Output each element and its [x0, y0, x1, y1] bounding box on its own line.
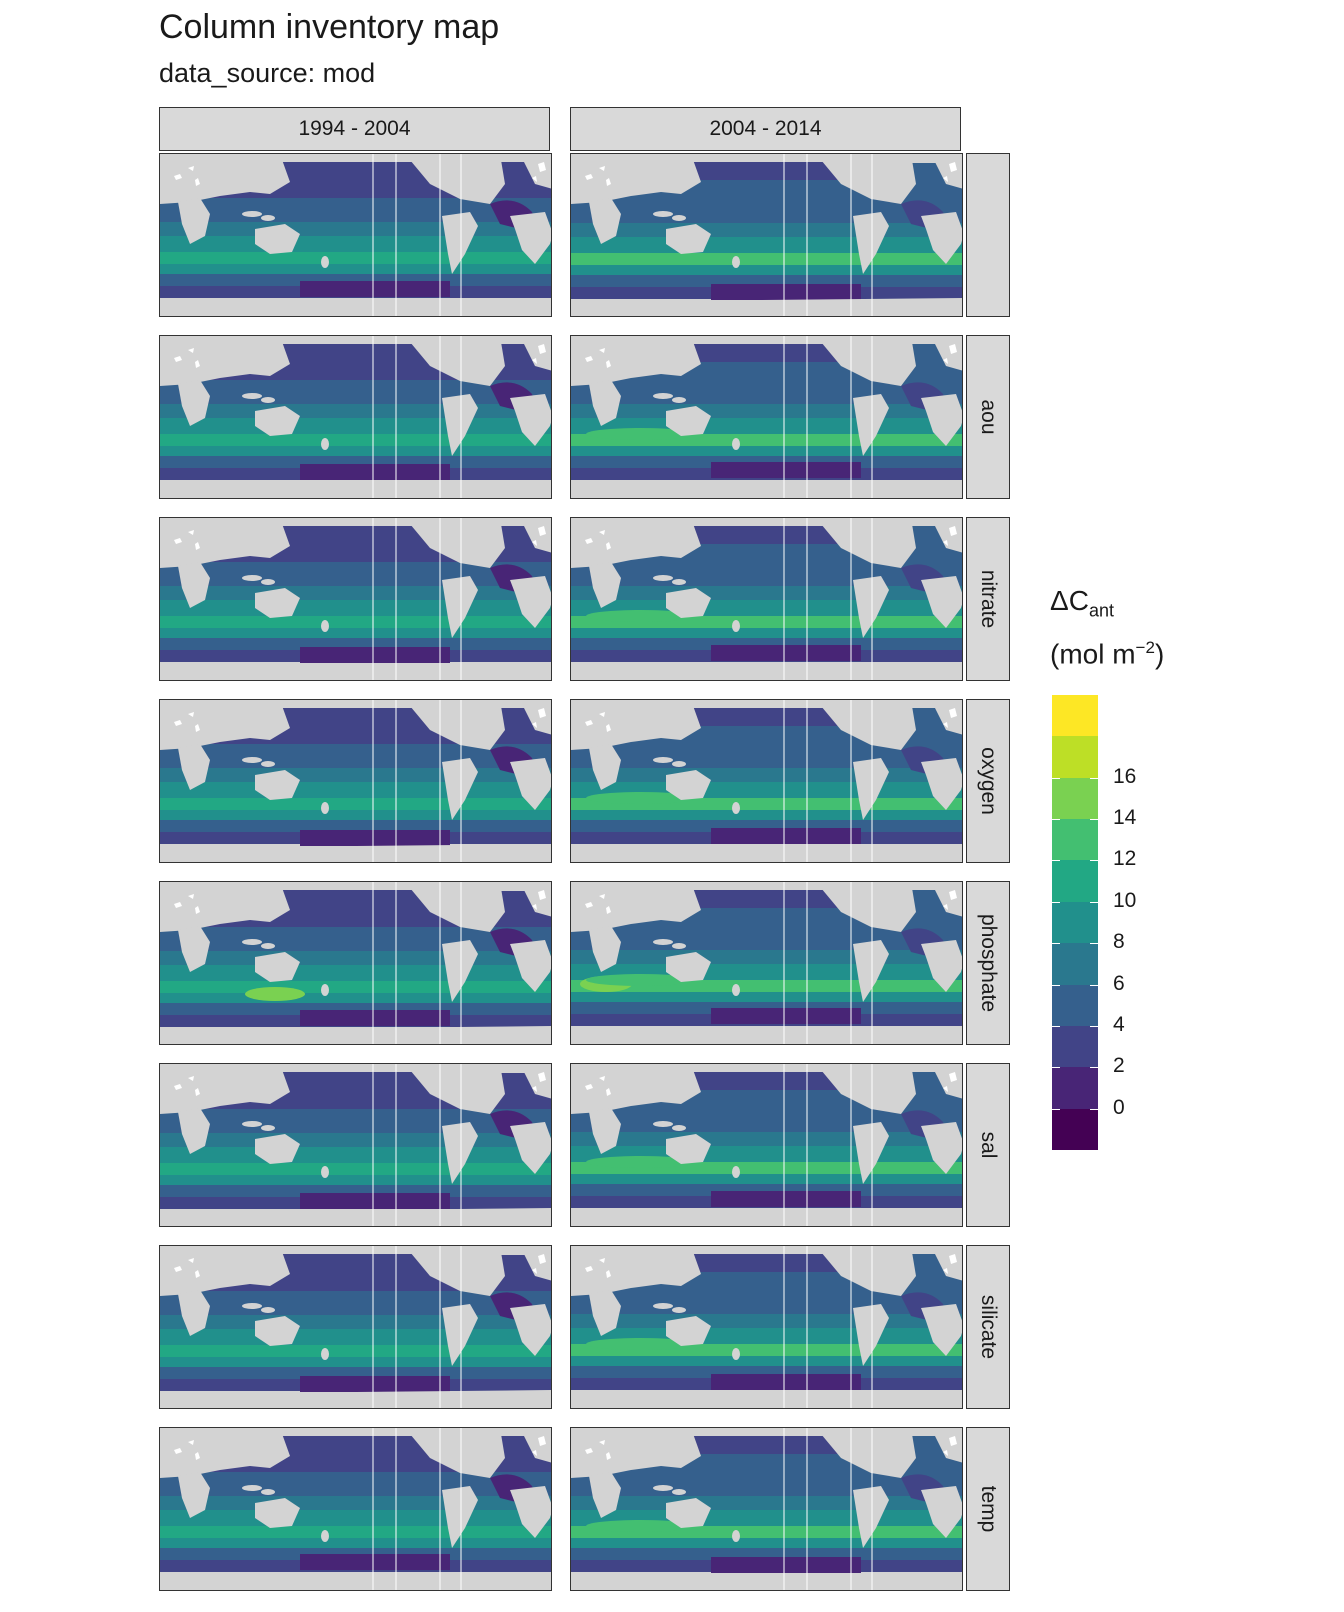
map-panel-nitrate-1994-2004: [159, 517, 552, 681]
colorbar-tick-label: 4: [1113, 1012, 1125, 1036]
colorbar-tick-mark: [1052, 860, 1060, 862]
map-panel-phosphate-1994-2004: [159, 881, 552, 1045]
colorbar-tick-mark: [1090, 777, 1098, 779]
row-strip-blank: [966, 153, 1010, 317]
row-strip-label: aou: [977, 399, 1000, 435]
row-strip-temp: temp: [966, 1427, 1010, 1591]
colorbar-tick-label: 2: [1113, 1054, 1125, 1078]
map-panel-aou-2004-2014: [570, 335, 963, 499]
map-panel-temp-2004-2014: [570, 1427, 963, 1591]
map-panel-oxygen-2004-2014: [570, 699, 963, 863]
row-strip-phosphate: phosphate: [966, 881, 1010, 1045]
colorbar-step: [1052, 777, 1098, 820]
colorbar-tick-label: 14: [1113, 806, 1137, 830]
colorbar-tick-label: 10: [1113, 888, 1137, 912]
map-panel-silicate-2004-2014: [570, 1245, 963, 1409]
row-strip-oxygen: oxygen: [966, 699, 1010, 863]
colorbar-step: [1052, 984, 1098, 1026]
row-strip-nitrate: nitrate: [966, 517, 1010, 681]
row-strip-label: temp: [977, 1485, 1000, 1533]
chart-subtitle: data_source: mod: [159, 58, 376, 88]
colorbar-tick-mark: [1090, 1108, 1098, 1110]
colorbar-tick-mark: [1052, 777, 1060, 779]
row-strip-label: sal: [977, 1131, 1000, 1159]
legend-unit: (mol m−2): [1050, 638, 1165, 670]
colorbar-step: [1052, 695, 1098, 737]
colorbar-tick-mark: [1090, 1025, 1098, 1027]
colorbar-tick-label: 12: [1113, 847, 1137, 871]
row-strip-label: phosphate: [977, 913, 1000, 1013]
colorbar-tick-mark: [1090, 819, 1098, 821]
map-panel-temp-1994-2004: [159, 1427, 552, 1591]
row-strip-label: nitrate: [977, 569, 1000, 629]
map-panel-oxygen-1994-2004: [159, 699, 552, 863]
colorbar-step: [1052, 1067, 1098, 1109]
map-panel-phosphate-2004-2014: [570, 881, 963, 1045]
colorbar-tick-mark: [1090, 943, 1098, 945]
chart-title: Column inventory map: [159, 8, 500, 46]
colorbar-step: [1052, 736, 1098, 778]
colorbar-tick-mark: [1052, 1108, 1060, 1110]
map-panel-nitrate-2004-2014: [570, 517, 963, 681]
map-panel-aou-1994-2004: [159, 335, 552, 499]
colorbar-tick-mark: [1090, 860, 1098, 862]
colorbar-tick-mark: [1052, 901, 1060, 903]
legend-title: ΔCant: [1050, 585, 1114, 621]
colorbar-tick-mark: [1090, 1067, 1098, 1069]
colorbar-step: [1052, 860, 1098, 902]
row-strip-aou: aou: [966, 335, 1010, 499]
row-strip-sal: sal: [966, 1063, 1010, 1227]
colorbar-tick-mark: [1052, 1025, 1060, 1027]
colorbar-tick-mark: [1090, 984, 1098, 986]
colorbar-tick-mark: [1052, 819, 1060, 821]
colorbar-step: [1052, 1108, 1098, 1150]
colorbar-tick-mark: [1052, 943, 1060, 945]
colorbar-step: [1052, 1025, 1098, 1068]
colorbar-tick-label: 0: [1113, 1095, 1125, 1119]
colorbar-tick-mark: [1052, 984, 1060, 986]
row-strip-label: oxygen: [977, 747, 1000, 815]
column-strip-1994-2004: 1994 - 2004: [159, 107, 550, 151]
legend-colorbar: [1052, 695, 1098, 1150]
map-panel-silicate-1994-2004: [159, 1245, 552, 1409]
colorbar-step: [1052, 819, 1098, 861]
map-panel-all-1994-2004: [159, 153, 552, 317]
column-strip-2004-2014: 2004 - 2014: [570, 107, 961, 151]
row-strip-label: silicate: [977, 1294, 1000, 1360]
colorbar-tick-mark: [1052, 1067, 1060, 1069]
colorbar-tick-mark: [1090, 901, 1098, 903]
row-strip-silicate: silicate: [966, 1245, 1010, 1409]
colorbar-tick-label: 16: [1113, 764, 1137, 788]
colorbar-step: [1052, 943, 1098, 985]
colorbar-step: [1052, 901, 1098, 944]
map-panel-all-2004-2014: [570, 153, 963, 317]
map-panel-sal-1994-2004: [159, 1063, 552, 1227]
map-panel-sal-2004-2014: [570, 1063, 963, 1227]
colorbar-tick-label: 6: [1113, 971, 1125, 995]
colorbar-tick-label: 8: [1113, 930, 1125, 954]
